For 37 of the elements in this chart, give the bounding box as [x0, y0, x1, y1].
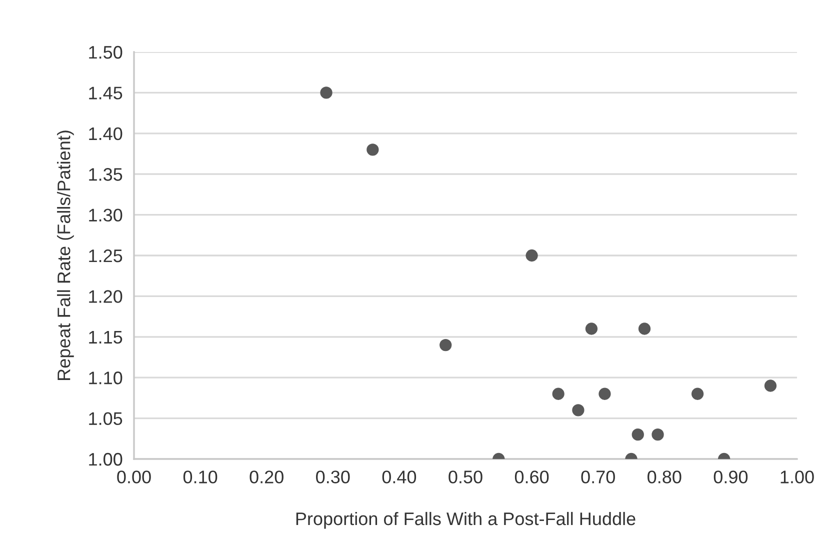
- point: [320, 86, 332, 99]
- y-tick-label: 1.10: [89, 372, 122, 384]
- point: [652, 428, 664, 441]
- x-tick-label: 0.50: [448, 470, 482, 484]
- y-tick-label: 1.50: [89, 46, 122, 59]
- x-tick-label: 0.70: [581, 470, 615, 484]
- y-tick-label: 1.45: [89, 86, 122, 100]
- point: [552, 388, 564, 400]
- x-tick-label: 0.20: [250, 470, 284, 484]
- y-tick-label: 1.20: [89, 290, 122, 303]
- point: [632, 428, 644, 441]
- x-tick-label: 1.00: [780, 470, 814, 484]
- point: [585, 322, 598, 335]
- x-tick-label: 0.10: [183, 470, 218, 484]
- point: [366, 144, 379, 156]
- x-axis-title: Proportion of Falls With a Post-Fall Huddle: [296, 512, 636, 529]
- y-tick-label: 1.35: [89, 168, 122, 181]
- point: [691, 388, 704, 400]
- point: [440, 338, 452, 352]
- x-tick-label: 0.60: [514, 470, 549, 484]
- x-tick-label: 0.40: [382, 470, 416, 484]
- point: [638, 322, 651, 335]
- point: [764, 380, 777, 392]
- x-tick-label: 0.90: [714, 470, 748, 484]
- y-axis-title: Repeat Fall Rate (Falls/Patient): [57, 130, 74, 380]
- point: [572, 404, 584, 416]
- y-tick-label: 1.25: [89, 249, 122, 262]
- point: [598, 388, 611, 400]
- y-tick-label: 1.15: [89, 331, 122, 344]
- x-tick-label: 0.30: [316, 470, 350, 484]
- x-tick-label: 0.80: [648, 470, 682, 484]
- x-tick-label: 0.00: [117, 470, 151, 484]
- point: [526, 249, 538, 262]
- y-tick-label: 1.40: [89, 127, 122, 140]
- y-tick-label: 1.30: [89, 208, 122, 222]
- y-tick-label: 1.00: [89, 452, 122, 466]
- y-tick-label: 1.05: [89, 412, 122, 426]
